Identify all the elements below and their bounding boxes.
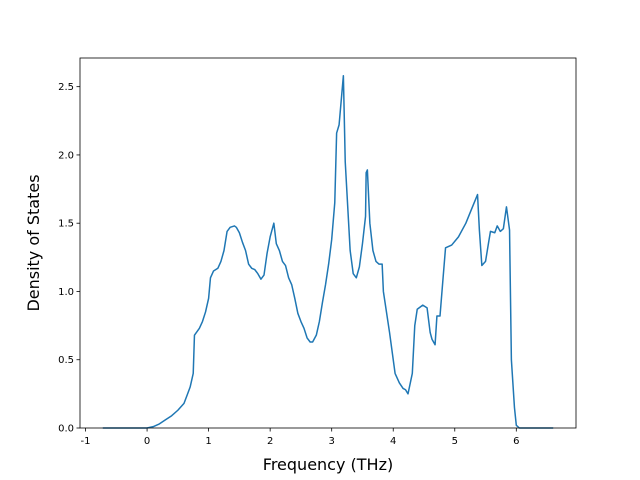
x-tick-label: 5 [452, 436, 458, 447]
y-tick-label: 1.5 [58, 219, 74, 230]
x-axis-label: Frequency (THz) [263, 455, 393, 474]
x-tick-label: 0 [144, 436, 150, 447]
y-tick-label: 1.0 [58, 287, 74, 298]
y-tick-label: 2.0 [58, 150, 74, 161]
line [102, 75, 554, 429]
y-tick-label: 0.5 [58, 355, 74, 366]
x-tick-label: 3 [329, 436, 335, 447]
x-tick-label: 1 [205, 436, 211, 447]
x-tick-label: 4 [390, 436, 396, 447]
plot-frame [79, 57, 577, 429]
x-tick-label: -1 [81, 436, 91, 447]
y-tick-label: 0.0 [58, 424, 74, 435]
y-tick-label: 2.5 [58, 82, 74, 93]
x-tick-label: 6 [513, 436, 519, 447]
x-tick-label: 2 [267, 436, 273, 447]
y-axis-label: Density of States [24, 174, 43, 311]
